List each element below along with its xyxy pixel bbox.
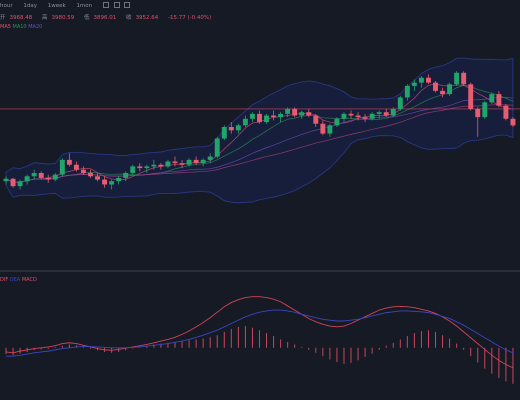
candle-body — [59, 159, 65, 175]
candle-body — [130, 166, 136, 173]
candle-body — [38, 173, 44, 178]
ohlc-change: -15.77 (-0.40%) — [168, 15, 212, 21]
candle-body — [116, 177, 122, 182]
timeframe-1day[interactable]: 1day — [23, 3, 37, 9]
candle-body — [242, 118, 248, 126]
candle-body — [496, 94, 502, 106]
candle-body — [249, 113, 255, 119]
ohlc-high: 高 3980.59 — [42, 15, 75, 21]
candle-body — [327, 125, 333, 134]
ohlc-low: 低 3896.01 — [84, 15, 117, 21]
candle-body — [306, 112, 312, 116]
candle-body — [31, 173, 37, 177]
candle-body — [362, 117, 368, 119]
candle-body — [17, 181, 23, 187]
candle-body — [383, 112, 389, 116]
candle-body — [503, 105, 509, 119]
candle-body — [447, 84, 453, 95]
candle-body — [278, 113, 284, 118]
candle-body — [80, 169, 86, 173]
candle-body — [475, 108, 481, 118]
candle-body — [418, 77, 424, 83]
candle-body — [95, 176, 100, 180]
candle-body — [440, 90, 446, 95]
dif-label: DIF — [0, 277, 9, 283]
timeframe-1week[interactable]: 1week — [47, 3, 66, 9]
candle-body — [73, 164, 79, 170]
candle-body — [313, 115, 319, 124]
timeframe-1mon[interactable]: 1mon — [76, 3, 93, 9]
candle-body — [376, 112, 382, 114]
toolbar: hour 1day 1week 1mon — [0, 0, 520, 12]
candle-body — [355, 115, 361, 118]
settings-icon[interactable] — [113, 2, 120, 8]
candle-body — [461, 72, 467, 85]
indicator-icon[interactable] — [102, 2, 109, 8]
candle-body — [24, 176, 30, 182]
candle-body — [193, 159, 199, 164]
ohlc-open: 开 3968.48 — [0, 15, 33, 21]
candle-body — [200, 159, 206, 164]
candle-body — [151, 164, 157, 167]
dea-line — [6, 309, 514, 357]
candle-body — [45, 177, 51, 180]
macd-label: MACD — [21, 277, 37, 283]
candle-body — [397, 97, 403, 109]
candle-body — [172, 161, 178, 164]
candle-body — [390, 108, 396, 116]
candle-body — [426, 77, 431, 83]
candle-body — [88, 173, 93, 177]
candle-body — [334, 118, 340, 126]
ohlc-close: 收 3952.64 — [126, 15, 159, 21]
ma5-label: MA5 — [0, 24, 11, 30]
candle-body — [404, 85, 410, 98]
candle-body — [264, 115, 269, 123]
dea-label: DEA — [9, 277, 21, 283]
candle-body — [510, 118, 516, 126]
ohlc-readout: 开 3968.48 高 3980.59 低 3896.01 收 3952.64 -15.… — [0, 12, 260, 24]
candle-body — [214, 138, 220, 157]
candle-body — [102, 179, 108, 185]
candle-body — [468, 84, 474, 109]
candle-body — [144, 166, 150, 169]
candle-body — [235, 125, 241, 131]
candle-body — [292, 108, 298, 116]
candle-body — [66, 159, 72, 165]
candle-body — [228, 127, 234, 131]
candle-body — [257, 113, 262, 123]
fullscreen-icon[interactable] — [124, 2, 131, 8]
candle-body — [320, 123, 326, 134]
candle-body — [165, 161, 171, 167]
bollinger-band — [5, 57, 514, 204]
candle-body — [109, 181, 115, 185]
candle-body — [137, 166, 143, 169]
candle-body — [158, 164, 164, 167]
timeframe-hour[interactable]: hour — [0, 3, 13, 9]
candle-body — [271, 115, 277, 118]
candle-body — [207, 156, 213, 160]
candle-body — [341, 113, 347, 119]
candle-body — [411, 82, 417, 86]
candle-body — [285, 108, 291, 114]
candle-body — [482, 102, 488, 118]
candle-body — [299, 112, 305, 116]
candle-body — [348, 113, 354, 116]
candle-body — [369, 113, 375, 119]
candle-body — [123, 173, 129, 178]
ma10-label: MA10 — [12, 24, 27, 30]
candle-body — [454, 72, 460, 85]
candle-body — [433, 82, 438, 91]
ma20-label: MA20 — [28, 24, 43, 30]
candle-body — [179, 163, 185, 165]
ma-legend: MA5 MA10 MA20 — [0, 22, 42, 32]
candle-body — [186, 159, 192, 165]
candle-body — [489, 94, 495, 103]
candle-body — [52, 174, 58, 180]
candle-body — [221, 127, 227, 139]
candle-body — [3, 178, 9, 182]
macd-legend: DIF DEA MACD — [0, 275, 37, 285]
candle-body — [10, 178, 16, 187]
